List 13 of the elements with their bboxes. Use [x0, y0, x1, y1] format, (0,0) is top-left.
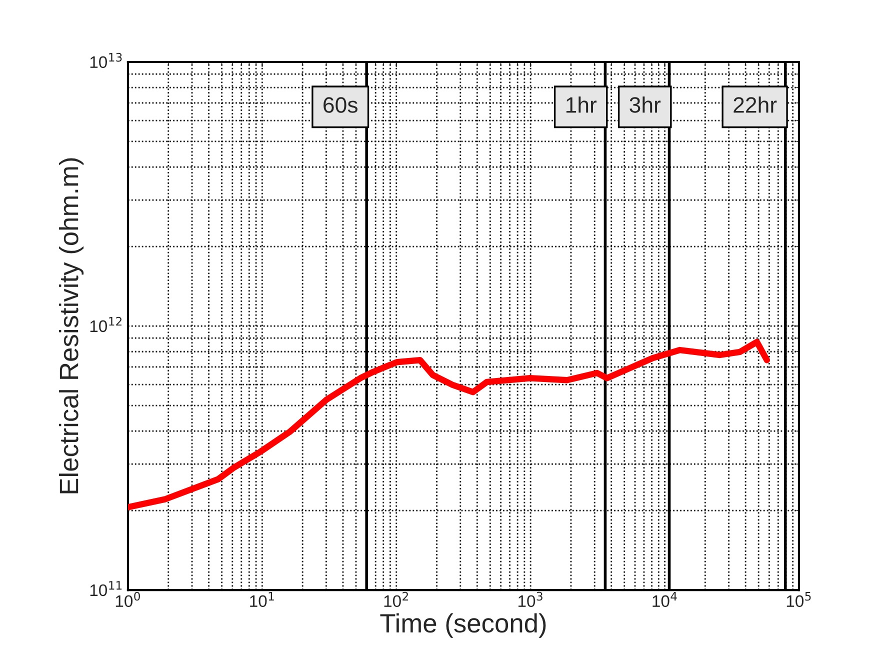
ref-line-label: 22hr: [734, 96, 777, 113]
x-tick-label: 10$^{5}$: [786, 592, 811, 608]
y-axis-title: Electrical Resistivity (ohm.m): [58, 158, 84, 494]
ref-line-label: 3hr: [630, 96, 661, 113]
ref-line-label: 1hr: [566, 96, 597, 113]
x-tick-label: 10$^{1}$: [250, 592, 274, 608]
x-axis-title: Time (second): [380, 613, 546, 638]
x-tick-label: 10$^{4}$: [652, 592, 677, 608]
y-tick-label: 10$^{12}$: [90, 316, 122, 332]
x-tick-label: 10$^{3}$: [518, 592, 542, 608]
x-tick-label: 10$^{2}$: [384, 592, 408, 608]
y-tick-label: 10$^{13}$: [90, 52, 122, 68]
ref-line-label: 60s: [324, 97, 358, 113]
